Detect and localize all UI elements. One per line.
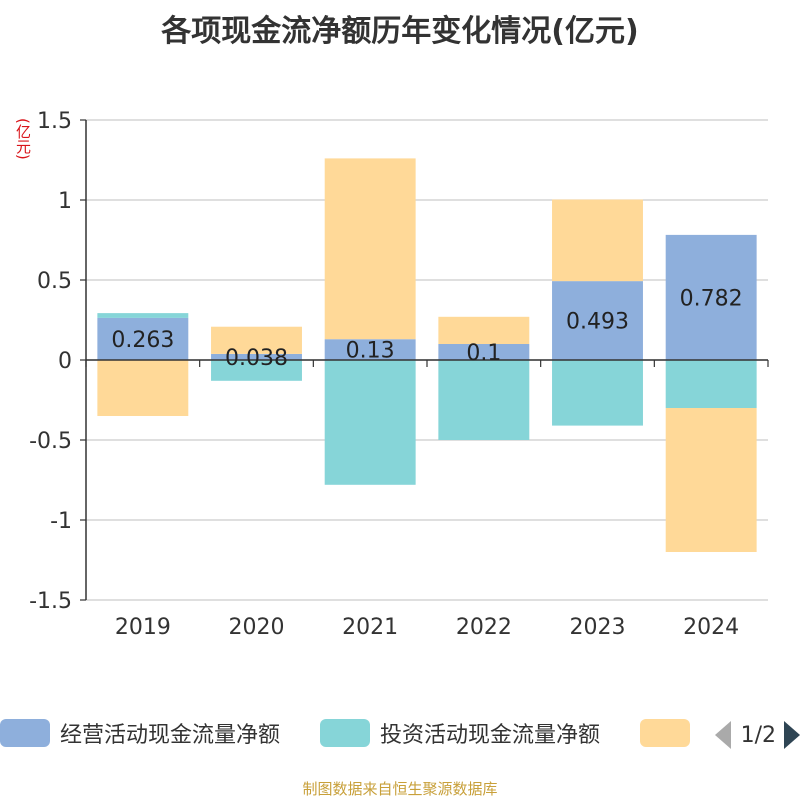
bar-2024-series-2 <box>665 408 757 552</box>
bar-2022-series-0 <box>438 344 530 360</box>
y-axis-unit-label: (亿元) <box>14 118 32 160</box>
bar-2023-series-2 <box>552 199 643 282</box>
bar-2019-series-1 <box>97 313 189 318</box>
x-tick-label-2023: 2023 <box>570 615 626 640</box>
data-label-2021: 0.13 <box>346 339 395 364</box>
chart-plot: 1.5 1 0.5 0 -0.5 -1 -1.5 2019 2020 2021 2022 2023 20… <box>29 109 769 640</box>
legend-item-operating[interactable]: 经营活动现金流量净额 <box>0 718 280 748</box>
y-tick-label: -0.5 <box>29 429 72 454</box>
bars <box>97 158 757 552</box>
bar-2022-series-2 <box>438 316 530 344</box>
y-tick-label: 1 <box>58 189 72 214</box>
legend-swatch-financing <box>640 719 690 747</box>
y-tick-label: 0.5 <box>37 269 72 294</box>
data-label-2024: 0.782 <box>680 286 743 311</box>
legend-swatch-operating <box>0 719 50 747</box>
y-tick-label: -1 <box>50 509 72 534</box>
legend-item-investing[interactable]: 投资活动现金流量净额 <box>320 718 600 748</box>
bar-2021-series-1 <box>324 360 416 485</box>
legend-swatch-investing <box>320 719 370 747</box>
data-label-2019: 0.263 <box>111 328 174 353</box>
data-labels: 0.263 0.038 0.13 0.1 0.493 0.782 <box>111 286 742 371</box>
legend-prev-page-icon[interactable] <box>714 721 731 749</box>
x-tick-label-2022: 2022 <box>456 615 512 640</box>
legend-label-operating: 经营活动现金流量净额 <box>60 723 281 748</box>
bar-2021-series-0 <box>324 339 416 360</box>
bar-2024-series-1 <box>665 360 757 408</box>
x-tick-label-2020: 2020 <box>229 615 285 640</box>
bar-2023-series-0 <box>552 281 643 360</box>
bar-2024-series-0 <box>665 234 757 360</box>
bar-2020-series-1 <box>211 360 302 381</box>
bar-2022-series-1 <box>438 360 530 440</box>
legend-label-investing: 投资活动现金流量净额 <box>380 723 601 748</box>
bar-2021-series-2 <box>324 158 416 340</box>
legend-page-indicator: 1/2 <box>740 722 776 748</box>
y-tick-label: 0 <box>58 349 72 374</box>
y-tick-label: 1.5 <box>37 109 72 134</box>
axes: 1.5 1 0.5 0 -0.5 -1 -1.5 2019 2020 2021 2022 2023 20… <box>29 109 769 640</box>
bar-2019-series-2 <box>97 360 189 416</box>
bar-2019-series-0 <box>97 317 189 360</box>
y-tick-label: -1.5 <box>29 589 72 614</box>
x-tick-label-2024: 2024 <box>683 615 739 640</box>
chart-title: 各项现金流净额历年变化情况(亿元) <box>161 14 639 49</box>
data-label-2022: 0.1 <box>466 341 501 366</box>
data-label-2020: 0.038 <box>225 346 288 371</box>
legend-next-page-icon[interactable] <box>784 721 800 749</box>
legend-item-financing[interactable] <box>640 718 700 748</box>
legend-pager: 1/2 <box>714 720 800 750</box>
bar-2020-series-0 <box>211 353 302 360</box>
x-tick-label-2021: 2021 <box>342 615 398 640</box>
x-tick-label-2019: 2019 <box>115 615 171 640</box>
bar-2023-series-1 <box>552 360 643 426</box>
data-label-2023: 0.493 <box>566 310 629 335</box>
bar-2020-series-2 <box>211 326 302 354</box>
legend: 经营活动现金流量净额 投资活动现金流量净额 1/2 <box>0 712 800 756</box>
data-source-note: 制图数据来自恒生聚源数据库 <box>302 780 498 798</box>
